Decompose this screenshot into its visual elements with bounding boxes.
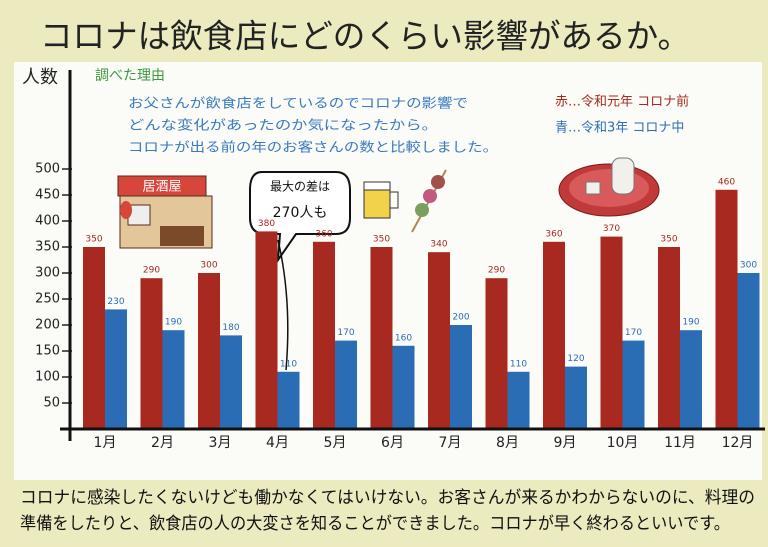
data-label: 370 — [603, 224, 620, 234]
data-label: 350 — [85, 235, 102, 245]
bar — [716, 190, 738, 429]
data-label: 170 — [625, 328, 642, 338]
x-tick-label: 2月 — [151, 435, 174, 451]
y-tick-label: 450 — [35, 188, 60, 203]
bar — [680, 330, 702, 429]
data-label: 230 — [107, 297, 124, 307]
legend-entry: 赤…令和元年 コロナ前 — [555, 94, 689, 110]
bar — [371, 247, 393, 429]
x-tick-label: 6月 — [381, 435, 404, 451]
izakaya-illustration: 居酒屋 — [118, 176, 212, 248]
data-label: 180 — [222, 323, 239, 333]
bar — [278, 372, 300, 429]
bar — [141, 278, 163, 429]
data-label: 110 — [280, 359, 297, 369]
x-tick-label: 11月 — [664, 435, 696, 451]
y-tick-label: 350 — [35, 240, 60, 255]
bar — [335, 341, 357, 429]
bar — [220, 335, 242, 429]
y-tick-label: 100 — [35, 370, 60, 385]
x-tick-label: 9月 — [554, 435, 577, 451]
callout-text: 最大の差は — [270, 180, 330, 194]
conclusion-line: コロナに感染したくないけども働かなくてはいけない。お客さんが来るかわからないのに… — [20, 488, 755, 508]
y-tick-label: 250 — [35, 292, 60, 307]
data-label: 380 — [258, 219, 275, 229]
bar — [623, 341, 645, 429]
bar — [83, 247, 105, 429]
y-axis-label: 人数 — [22, 67, 58, 88]
data-label: 350 — [373, 235, 390, 245]
bar — [256, 231, 278, 429]
bar — [738, 273, 760, 429]
bar — [198, 273, 220, 429]
bar — [393, 346, 415, 429]
data-label: 190 — [682, 318, 699, 328]
data-label: 300 — [200, 261, 217, 271]
x-tick-label: 3月 — [209, 435, 232, 451]
y-tick-label: 400 — [35, 214, 60, 229]
bar — [565, 367, 587, 429]
poster: コロナは飲食店にどのくらい影響があるか。 人数 調べた理由 お父さんが飲食店をし… — [0, 0, 768, 543]
data-label: 290 — [488, 266, 505, 276]
reason-line: お父さんが飲食店をしているのでコロナの影響で — [128, 96, 468, 112]
y-tick-label: 50 — [43, 396, 60, 411]
conclusion-line: 準備をしたりと、飲食店の人の大変さを知ることができました。コロナが早く終わるとい… — [20, 514, 730, 534]
y-tick-label: 300 — [35, 266, 60, 281]
bar — [450, 325, 472, 429]
data-label: 190 — [165, 318, 182, 328]
data-label: 460 — [718, 177, 735, 187]
bar — [601, 237, 623, 429]
data-label: 200 — [452, 313, 469, 323]
data-label: 300 — [740, 261, 757, 271]
legend-entry: 青…令和3年 コロナ中 — [555, 121, 684, 136]
data-label: 360 — [315, 229, 332, 239]
reason-line: どんな変化があったのか気になったから。 — [128, 118, 438, 134]
y-tick-label: 500 — [35, 162, 60, 177]
bar — [486, 278, 508, 429]
chart-title: コロナは飲食店にどのくらい影響があるか。 — [40, 17, 690, 56]
data-label: 350 — [660, 235, 677, 245]
data-label: 340 — [430, 240, 447, 250]
x-tick-label: 12月 — [722, 435, 754, 451]
bar — [543, 242, 565, 429]
data-label: 120 — [567, 354, 584, 364]
shop-sign: 居酒屋 — [142, 180, 181, 195]
bar — [163, 330, 185, 429]
bar — [313, 242, 335, 429]
bar — [428, 252, 450, 429]
x-tick-label: 4月 — [266, 435, 289, 451]
data-label: 360 — [545, 229, 562, 239]
callout-text: 270人も — [273, 205, 328, 221]
data-label: 290 — [143, 266, 160, 276]
x-tick-label: 7月 — [439, 435, 462, 451]
x-tick-label: 8月 — [496, 435, 519, 451]
x-tick-label: 1月 — [94, 435, 117, 451]
y-tick-label: 200 — [35, 318, 60, 333]
data-label: 110 — [510, 359, 527, 369]
bar — [105, 309, 127, 429]
y-tick-label: 150 — [35, 344, 60, 359]
reason-title: 調べた理由 — [95, 68, 165, 84]
x-tick-label: 5月 — [324, 435, 347, 451]
data-label: 160 — [395, 333, 412, 343]
reason-line: コロナが出る前の年のお客さんの数と比較しました。 — [128, 140, 498, 156]
bar — [508, 372, 530, 429]
x-tick-label: 10月 — [607, 435, 639, 451]
bar — [658, 247, 680, 429]
data-label: 170 — [337, 328, 354, 338]
